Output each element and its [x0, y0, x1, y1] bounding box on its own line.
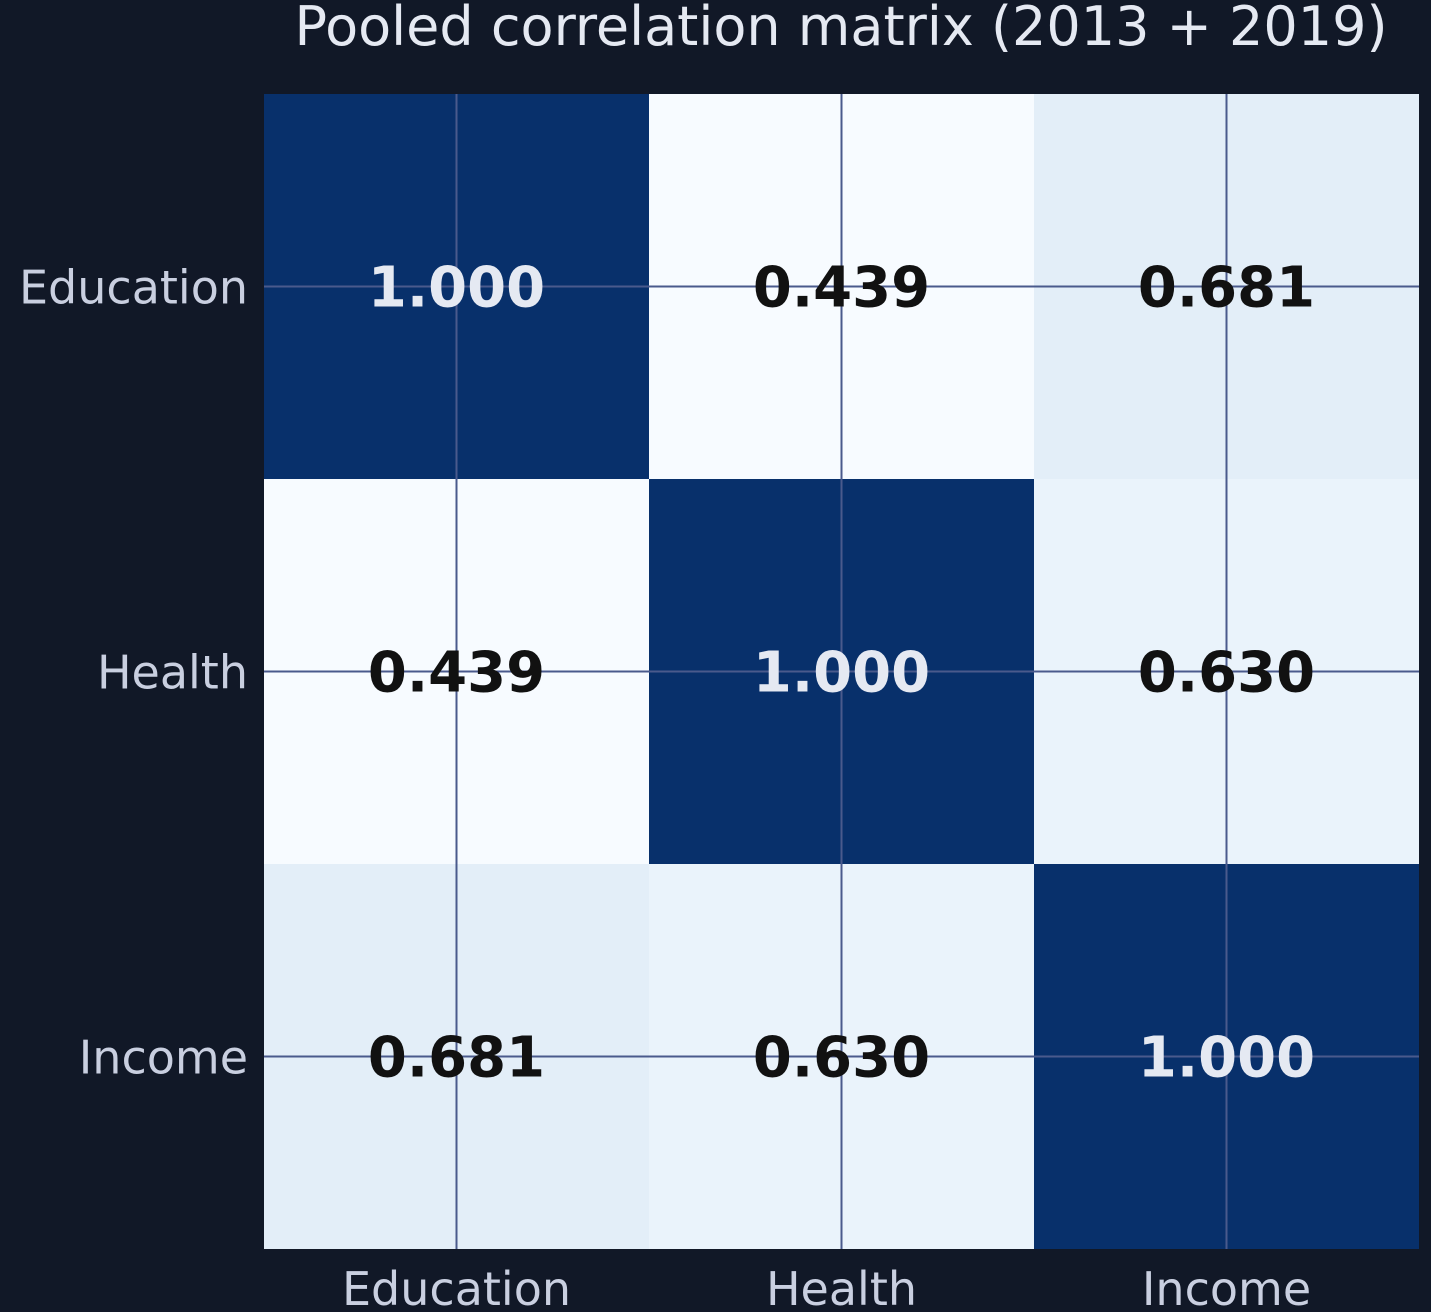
cell-value-label: 0.681: [1138, 256, 1315, 321]
chart-title: Pooled correlation matrix (2013 + 2019): [294, 0, 1387, 58]
y-tick-label: Income: [79, 1031, 248, 1085]
y-tick-labels: Education Health Income: [19, 261, 248, 1085]
x-tick-label: Education: [342, 1262, 571, 1312]
x-tick-label: Health: [766, 1262, 917, 1312]
gridlines: [264, 94, 1419, 1249]
cell-value-label: 1.000: [368, 256, 545, 321]
cell-value-labels: 1.000 0.439 0.681 0.439 1.000 0.630 0.681 0.630…: [368, 256, 1315, 1091]
x-tick-label: Income: [1142, 1262, 1311, 1312]
x-tick-labels: Education Health Income: [342, 1262, 1311, 1312]
cell-value-label: 0.439: [753, 256, 930, 321]
cell-value-label: 0.630: [1138, 641, 1315, 706]
cell-value-label: 0.439: [368, 641, 545, 706]
cell-value-label: 0.630: [753, 1026, 930, 1091]
cell-value-label: 1.000: [1138, 1026, 1315, 1091]
cell-value-label: 1.000: [753, 641, 930, 706]
y-tick-label: Health: [97, 646, 248, 700]
y-tick-label: Education: [19, 261, 248, 315]
cell-value-label: 0.681: [368, 1026, 545, 1091]
